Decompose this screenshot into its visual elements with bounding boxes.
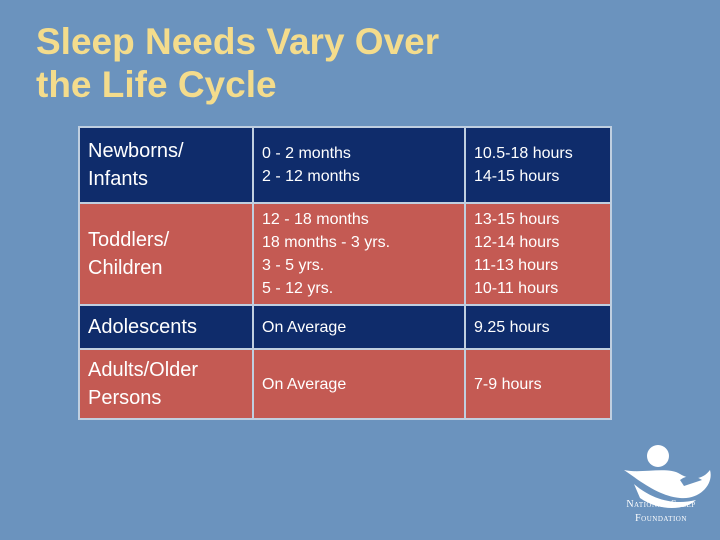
foundation-logo-text: National Sleep Foundation	[606, 498, 716, 526]
sleeping-person-icon	[624, 445, 711, 508]
cell-text: 0 - 2 months	[262, 145, 351, 162]
table-row-newborns: Newborns/ Infants 0 - 2 months 2 - 12 mo…	[78, 126, 612, 204]
table-row-adolescents: Adolescents On Average 9.25 hours	[78, 304, 612, 350]
cell-text: On Average	[262, 375, 347, 393]
logo-line-2: Foundation	[635, 513, 687, 524]
age-range-cell: On Average	[252, 304, 466, 350]
cell-text: 9.25 hours	[474, 318, 550, 336]
cell-text: Toddlers/	[88, 229, 170, 251]
cell-text: Adolescents	[88, 316, 197, 338]
age-group-cell: Toddlers/ Children	[78, 202, 254, 306]
title-line-2: the Life Cycle	[36, 64, 277, 105]
age-group-cell: Newborns/ Infants	[78, 126, 254, 204]
sleep-hours-cell: 7-9 hours	[464, 348, 612, 420]
cell-text: 14-15 hours	[474, 168, 560, 185]
cell-text: 12 - 18 months	[262, 211, 369, 228]
age-group-cell: Adolescents	[78, 304, 254, 350]
cell-text: Infants	[88, 168, 149, 190]
logo-line-1: National Sleep	[626, 499, 696, 510]
age-range-cell: On Average	[252, 348, 466, 420]
cell-text: Children	[88, 257, 163, 279]
cell-text: 7-9 hours	[474, 375, 542, 393]
age-group-cell: Adults/Older Persons	[78, 348, 254, 420]
cell-text: 12-14 hours	[474, 234, 560, 251]
cell-text: 10-11 hours	[474, 280, 559, 297]
cell-text: On Average	[262, 318, 347, 336]
age-range-cell: 0 - 2 months 2 - 12 months	[252, 126, 466, 204]
cell-text: 13-15 hours	[474, 211, 560, 228]
cell-text: 18 months - 3 yrs.	[262, 234, 391, 251]
sleep-hours-cell: 13-15 hours 12-14 hours 11-13 hours 10-1…	[464, 202, 612, 306]
table-row-adults: Adults/Older Persons On Average 7-9 hour…	[78, 348, 612, 420]
title-line-1: Sleep Needs Vary Over	[36, 21, 440, 62]
cell-text: 10.5-18 hours	[474, 145, 573, 162]
cell-text: Newborns/	[88, 140, 184, 162]
cell-text: Adults/Older	[88, 359, 199, 381]
cell-text: 2 - 12 months	[262, 168, 360, 185]
sleep-needs-table: Newborns/ Infants 0 - 2 months 2 - 12 mo…	[78, 126, 612, 420]
age-range-cell: 12 - 18 months 18 months - 3 yrs. 3 - 5 …	[252, 202, 466, 306]
table-row-toddlers: Toddlers/ Children 12 - 18 months 18 mon…	[78, 202, 612, 306]
cell-text: Persons	[88, 387, 162, 409]
sleep-hours-cell: 9.25 hours	[464, 304, 612, 350]
cell-text: 5 - 12 yrs.	[262, 280, 334, 297]
cell-text: 11-13 hours	[474, 257, 559, 274]
page-title: Sleep Needs Vary Over the Life Cycle	[36, 20, 439, 106]
cell-text: 3 - 5 yrs.	[262, 257, 325, 274]
sleep-hours-cell: 10.5-18 hours 14-15 hours	[464, 126, 612, 204]
